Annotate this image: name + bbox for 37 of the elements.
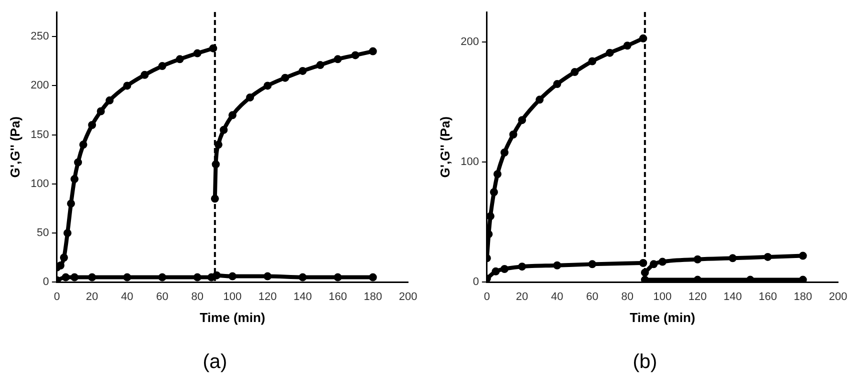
x-tick-label: 120 (688, 290, 707, 303)
y-tick-label: 200 (460, 36, 479, 48)
x-tick-label: 200 (828, 290, 848, 303)
x-tick-label: 160 (328, 290, 347, 303)
y-tick-label: 100 (30, 178, 49, 190)
x-tick-label: 0 (484, 290, 490, 303)
x-tick-label: 200 (398, 290, 418, 303)
y-tick-label: 150 (30, 128, 49, 141)
y-axis-title: G',G'' (Pa) (7, 116, 22, 178)
y-tick-label: 200 (30, 80, 49, 92)
text: (a) (202, 351, 228, 374)
y-axis-title: G',G'' (Pa) (437, 116, 452, 178)
x-tick-label: 120 (258, 290, 277, 303)
x-tick-label: 80 (621, 290, 634, 303)
x-tick-label: 0 (54, 290, 60, 303)
x-axis-title: Time (min) (630, 310, 696, 325)
text: (b) (632, 351, 658, 374)
x-tick-label: 160 (758, 290, 777, 303)
x-tick-label: 80 (191, 290, 204, 303)
x-tick-label: 140 (724, 290, 742, 303)
x-tick-label: 100 (653, 290, 672, 303)
y-tick-label: 0 (42, 276, 49, 288)
y-tick-label: 250 (30, 30, 49, 43)
x-tick-label: 20 (86, 290, 98, 303)
y-tick-label: 50 (36, 227, 49, 240)
x-tick-label: 100 (223, 290, 242, 303)
x-tick-label: 180 (794, 290, 812, 303)
x-axis-title: Time (min) (200, 310, 266, 325)
x-tick-label: 140 (294, 290, 312, 303)
x-tick-label: 60 (586, 290, 598, 303)
y-tick-label: 100 (460, 156, 479, 168)
y-tick-label: 0 (472, 276, 479, 288)
x-tick-label: 20 (516, 290, 528, 303)
x-tick-label: 40 (551, 290, 564, 303)
x-tick-label: 60 (156, 290, 168, 303)
x-tick-label: 40 (121, 290, 134, 303)
x-tick-label: 180 (364, 290, 382, 303)
